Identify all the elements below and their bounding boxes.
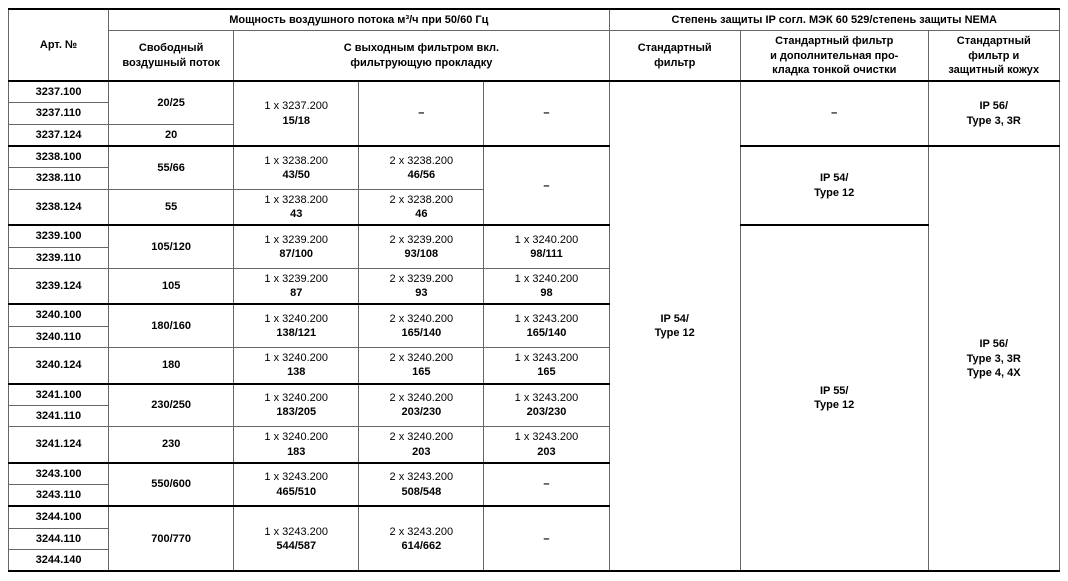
art-number: 3243.100 xyxy=(9,463,109,485)
header-free-flow: Свободныйвоздушный поток xyxy=(109,31,234,81)
filter-value: 1 x 3240.20098/111 xyxy=(484,225,609,268)
free-flow-value: 180/160 xyxy=(109,304,234,347)
art-number: 3240.100 xyxy=(9,304,109,326)
filter-value: 1 x 3239.20087 xyxy=(234,268,359,304)
filter-value: – xyxy=(484,81,609,146)
filter-value: 1 x 3238.20043/50 xyxy=(234,146,359,189)
art-number: 3238.110 xyxy=(9,168,109,189)
art-number: 3243.110 xyxy=(9,485,109,507)
art-number: 3241.110 xyxy=(9,405,109,426)
free-flow-value: 550/600 xyxy=(109,463,234,507)
header-art: Арт. № xyxy=(9,9,109,81)
art-number: 3244.110 xyxy=(9,528,109,549)
ip-std-filter: IP 54/Type 12 xyxy=(609,81,740,571)
art-number: 3239.124 xyxy=(9,268,109,304)
filter-value: 2 x 3239.20093 xyxy=(359,268,484,304)
filter-value: – xyxy=(484,463,609,507)
filter-value: – xyxy=(484,146,609,225)
art-number: 3244.140 xyxy=(9,550,109,572)
free-flow-value: 55 xyxy=(109,189,234,225)
filter-value: 1 x 3239.20087/100 xyxy=(234,225,359,268)
filter-value: 1 x 3243.200165/140 xyxy=(484,304,609,347)
filter-value: 1 x 3243.200203/230 xyxy=(484,384,609,427)
filter-value: 2 x 3240.200165 xyxy=(359,348,484,384)
filter-value: 1 x 3240.200138/121 xyxy=(234,304,359,347)
art-number: 3241.100 xyxy=(9,384,109,406)
art-number: 3237.110 xyxy=(9,103,109,124)
filter-value: 1 x 3237.20015/18 xyxy=(234,81,359,146)
filter-value: 2 x 3243.200508/548 xyxy=(359,463,484,507)
art-number: 3241.124 xyxy=(9,427,109,463)
free-flow-value: 230 xyxy=(109,427,234,463)
free-flow-value: 20 xyxy=(109,124,234,146)
art-number: 3239.100 xyxy=(9,225,109,247)
free-flow-value: 55/66 xyxy=(109,146,234,189)
header-std-filter: Стандартныйфильтр xyxy=(609,31,740,81)
free-flow-value: 180 xyxy=(109,348,234,384)
filter-value: 2 x 3238.20046 xyxy=(359,189,484,225)
ip-fine: – xyxy=(740,81,928,146)
header-std-filter-fine: Стандартный фильтри дополнительная про-к… xyxy=(740,31,928,81)
ip-fine: IP 55/Type 12 xyxy=(740,225,928,571)
filter-value: 2 x 3240.200203/230 xyxy=(359,384,484,427)
filter-value: 1 x 3240.200183/205 xyxy=(234,384,359,427)
filter-value: 1 x 3243.200165 xyxy=(484,348,609,384)
ip-fine: IP 54/Type 12 xyxy=(740,146,928,225)
filter-value: 2 x 3243.200614/662 xyxy=(359,506,484,571)
free-flow-value: 230/250 xyxy=(109,384,234,427)
filter-value: 1 x 3243.200465/510 xyxy=(234,463,359,507)
ip-cover: IP 56/Type 3, 3RType 4, 4X xyxy=(928,146,1059,571)
art-number: 3238.124 xyxy=(9,189,109,225)
filter-value: 1 x 3238.20043 xyxy=(234,189,359,225)
art-number: 3237.124 xyxy=(9,124,109,146)
art-number: 3238.100 xyxy=(9,146,109,168)
header-airflow: Мощность воздушного потока м³/ч при 50/6… xyxy=(109,9,609,31)
art-number: 3239.110 xyxy=(9,247,109,268)
art-number: 3244.100 xyxy=(9,506,109,528)
filter-value: 2 x 3240.200203 xyxy=(359,427,484,463)
art-number: 3240.110 xyxy=(9,326,109,347)
ip-cover: IP 56/Type 3, 3R xyxy=(928,81,1059,146)
filter-value: 1 x 3243.200544/587 xyxy=(234,506,359,571)
filter-value: – xyxy=(484,506,609,571)
filter-value: 1 x 3243.200203 xyxy=(484,427,609,463)
free-flow-value: 700/770 xyxy=(109,506,234,571)
free-flow-value: 105/120 xyxy=(109,225,234,268)
free-flow-value: 105 xyxy=(109,268,234,304)
filter-value: – xyxy=(359,81,484,146)
header-ip: Степень защиты IP согл. МЭК 60 529/степе… xyxy=(609,9,1059,31)
art-number: 3240.124 xyxy=(9,348,109,384)
filter-value: 2 x 3240.200165/140 xyxy=(359,304,484,347)
header-with-filter: С выходным фильтром вкл.фильтрующую прок… xyxy=(234,31,609,81)
filter-value: 1 x 3240.200183 xyxy=(234,427,359,463)
filter-value: 2 x 3238.20046/56 xyxy=(359,146,484,189)
free-flow-value: 20/25 xyxy=(109,81,234,124)
art-number: 3237.100 xyxy=(9,81,109,103)
filter-value: 2 x 3239.20093/108 xyxy=(359,225,484,268)
airflow-table: Арт. № Мощность воздушного потока м³/ч п… xyxy=(8,8,1060,572)
filter-value: 1 x 3240.200138 xyxy=(234,348,359,384)
header-std-filter-cover: Стандартныйфильтр изащитный кожух xyxy=(928,31,1059,81)
filter-value: 1 x 3240.20098 xyxy=(484,268,609,304)
